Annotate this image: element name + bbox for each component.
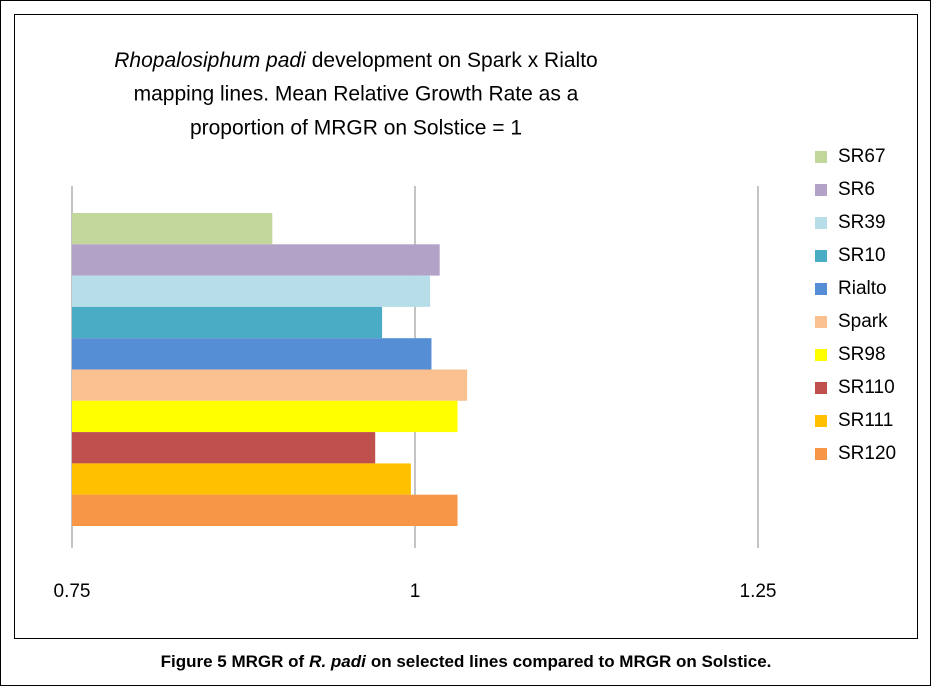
legend-swatch bbox=[815, 415, 827, 427]
legend-label: Spark bbox=[838, 311, 888, 332]
legend-swatch bbox=[815, 250, 827, 262]
chart-title: mapping lines. Mean Relative Growth Rate… bbox=[134, 83, 579, 106]
legend-label: Rialto bbox=[838, 278, 887, 299]
legend-label: SR98 bbox=[838, 344, 886, 365]
bar bbox=[72, 463, 411, 495]
title-italic: Rhopalosiphum padi bbox=[114, 49, 307, 72]
legend-swatch bbox=[815, 283, 827, 295]
legend-swatch bbox=[815, 349, 827, 361]
bar bbox=[72, 244, 440, 276]
caption-part: Figure 5 MRGR of bbox=[161, 652, 305, 671]
bar bbox=[72, 400, 458, 433]
legend-swatch bbox=[815, 316, 827, 328]
bar bbox=[72, 338, 432, 370]
legend-swatch bbox=[815, 184, 827, 196]
bar bbox=[72, 213, 273, 245]
bar bbox=[72, 275, 431, 307]
legend-label: SR120 bbox=[838, 443, 896, 464]
title-part: development on Spark x Rialto bbox=[312, 49, 598, 72]
bar bbox=[72, 306, 383, 339]
legend-label: SR10 bbox=[838, 245, 886, 266]
legend-label: SR39 bbox=[838, 212, 886, 233]
chart-title: Rhopalosiphum padi development on Spark x… bbox=[114, 49, 597, 72]
caption-part: on selected lines compared to MRGR on So… bbox=[371, 652, 772, 671]
legend-label: SR67 bbox=[838, 146, 886, 167]
legend-swatch bbox=[815, 217, 827, 229]
caption: Figure 5 MRGR of R. padi on selected lines… bbox=[161, 652, 772, 671]
bar bbox=[72, 494, 458, 526]
bar bbox=[72, 369, 468, 401]
legend-label: SR6 bbox=[838, 179, 875, 200]
x-tick-label: 0.75 bbox=[54, 581, 91, 602]
caption-italic: R. padi bbox=[309, 652, 367, 671]
legend-label: SR110 bbox=[838, 377, 895, 398]
legend-label: SR111 bbox=[838, 410, 893, 431]
legend-swatch bbox=[815, 151, 827, 163]
legend-swatch bbox=[815, 448, 827, 460]
legend-swatch bbox=[815, 382, 827, 394]
bar bbox=[72, 432, 376, 464]
x-tick-label: 1.25 bbox=[740, 581, 777, 602]
chart-title: proportion of MRGR on Solstice = 1 bbox=[190, 117, 522, 140]
x-tick-label: 1 bbox=[410, 581, 421, 602]
